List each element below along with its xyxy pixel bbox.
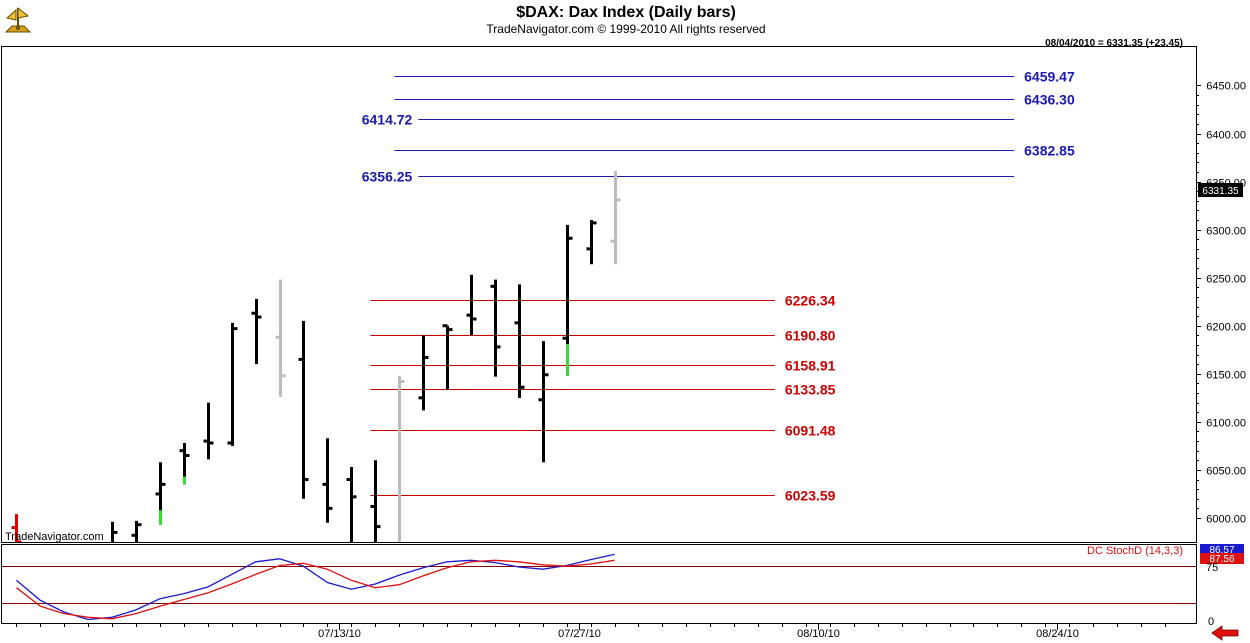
ohlc-bar [275, 279, 286, 397]
stoch-line-k [15, 553, 615, 621]
ohlc-bar [586, 220, 597, 265]
price-axis: 6000.00 6050.00 6100.00 6150.00 6200.00 6250.… [1196, 81, 1246, 526]
stoch-d-marker [1200, 553, 1244, 564]
level-label: 6436.30 [1024, 92, 1075, 108]
last-price-label: 6331.35 [1202, 186, 1239, 197]
support-resistance-levels: 6459.47 6436.30 6414.72 6382.85 6356.25 6226.… [362, 69, 1075, 504]
level-label: 6414.72 [362, 112, 413, 128]
x-tick-label: 08/24/10 [1036, 628, 1079, 640]
y-tick-label: 6150.00 [1206, 370, 1246, 382]
x-tick-label: 07/27/10 [558, 628, 601, 640]
ohlc-bar [398, 375, 405, 542]
ohlc-bar [179, 443, 190, 485]
ohlc-bar [298, 320, 309, 499]
stoch-y-label: 75 [1206, 562, 1218, 574]
level-label: 6158.91 [785, 358, 836, 374]
x-tick-label: 08/10/10 [797, 628, 840, 640]
ohlc-bar [346, 467, 357, 542]
ohlc-bar [538, 341, 549, 463]
level-label: 6356.25 [362, 169, 413, 185]
ohlc-bar [562, 224, 573, 376]
stoch-panel-frame [1, 544, 1197, 624]
last-price-marker [1198, 183, 1243, 197]
ohlc-bar [227, 322, 238, 446]
ohlc-bars [11, 170, 621, 542]
chart-title: $DAX: Dax Index (Daily bars) [516, 4, 736, 21]
stoch-title: DC StochD (14,3,3) [1087, 545, 1183, 557]
watermark: TradeNavigator.com [5, 531, 104, 543]
y-tick-label: 6000.00 [1206, 514, 1246, 526]
stoch-k-value: 86.57 [1209, 545, 1234, 556]
y-tick-label: 6300.00 [1206, 226, 1246, 238]
ohlc-bar [370, 460, 381, 542]
ohlc-bar [111, 521, 118, 542]
y-tick-label: 6450.00 [1206, 81, 1246, 93]
ohlc-bar [155, 462, 166, 525]
ohlc-bar [442, 324, 453, 391]
level-label: 6226.34 [785, 293, 836, 309]
ohlc-bar [251, 298, 262, 365]
x-tick-label: 07/13/10 [318, 628, 361, 640]
level-label: 6091.48 [785, 423, 836, 439]
stoch-k-marker [1200, 544, 1244, 554]
y-tick-label: 6250.00 [1206, 274, 1246, 286]
y-tick-label: 6050.00 [1206, 466, 1246, 478]
date-axis: 07/13/10 07/27/10 08/10/10 08/24/10 [16, 623, 1166, 640]
price-panel-frame [1, 46, 1197, 543]
stoch-line-d [16, 559, 615, 620]
ohlc-bar [322, 438, 333, 523]
y-tick-label: 6400.00 [1206, 130, 1246, 142]
trade-navigator-logo-icon [4, 6, 32, 33]
last-quote: 08/04/2010 = 6331.35 (+23.45) [1045, 38, 1183, 49]
ohlc-bar [610, 170, 621, 265]
stoch-d-value: 87.56 [1209, 554, 1234, 565]
ohlc-bar [418, 335, 429, 411]
y-tick-label: 6200.00 [1206, 322, 1246, 334]
ohlc-bar [203, 402, 214, 460]
scroll-left-arrow-icon[interactable] [1211, 625, 1239, 641]
ohlc-bar [514, 284, 525, 398]
y-tick-label: 6100.00 [1206, 418, 1246, 430]
level-label: 6382.85 [1024, 143, 1075, 159]
chart-subtitle: TradeNavigator.com © 1999-2010 All right… [486, 22, 765, 36]
ohlc-bar [131, 520, 142, 542]
ohlc-bar [466, 274, 477, 336]
level-label: 6459.47 [1024, 69, 1075, 85]
ohlc-bar [490, 279, 501, 377]
stoch-y-label: 0 [1208, 616, 1214, 628]
ohlc-bar [11, 514, 22, 542]
level-label: 6190.80 [785, 328, 836, 344]
level-label: 6133.85 [785, 382, 836, 398]
level-label: 6023.59 [785, 488, 836, 504]
